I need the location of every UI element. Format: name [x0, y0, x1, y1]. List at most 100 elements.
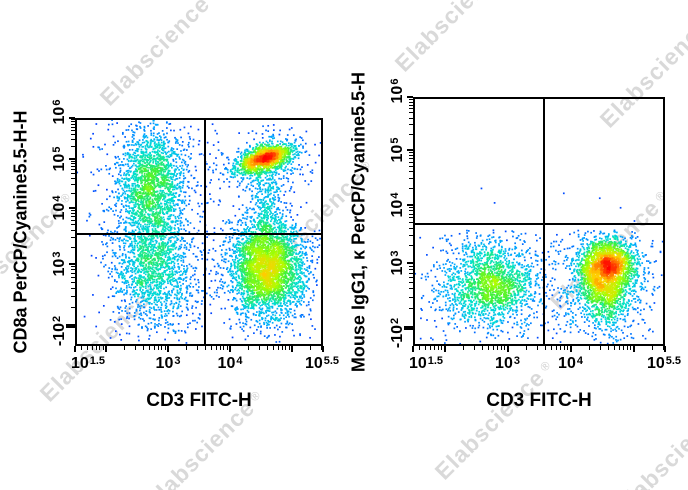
axis-tick [71, 273, 75, 275]
axis-tick [443, 346, 446, 352]
axis-tick [135, 346, 137, 350]
axis-tick [434, 346, 436, 350]
axis-tick [630, 346, 632, 350]
axis-tick [407, 262, 413, 265]
axis-tick [407, 204, 413, 207]
axis-tick [544, 346, 546, 350]
axis-tick [409, 158, 413, 160]
axis-tick [66, 323, 75, 328]
watermark-text: Elabscience® [609, 399, 688, 490]
axis-tick [71, 219, 75, 221]
watermark-text: Elabscience® [94, 0, 219, 111]
y-tick-label: 105 [51, 146, 68, 172]
axis-tick [663, 346, 665, 350]
axis-tick [409, 207, 413, 209]
axis-tick [409, 265, 413, 267]
axis-tick [71, 184, 75, 186]
axis-tick [74, 346, 76, 352]
axis-tick [567, 346, 569, 350]
y-axis-title-left: CD8a PerCP/Cyanine5.5-H-H [10, 110, 31, 354]
axis-tick [409, 227, 413, 229]
axis-tick [409, 154, 413, 156]
axis-tick [409, 282, 413, 284]
axis-tick [409, 178, 413, 180]
quadrant-vertical-line-left [204, 120, 206, 344]
axis-tick [409, 171, 413, 173]
axis-tick [474, 346, 476, 350]
axis-tick [71, 229, 75, 231]
plot-frame-right [413, 97, 665, 346]
axis-tick [409, 210, 413, 212]
axis-tick [69, 158, 75, 161]
density-canvas-right [415, 99, 663, 344]
axis-tick [409, 245, 413, 247]
axis-tick [409, 308, 413, 309]
axis-tick [437, 346, 439, 350]
y-tick-label: -102 [389, 317, 406, 349]
watermark-text: Elabscience® [389, 0, 510, 77]
axis-tick [219, 346, 221, 350]
axis-tick [91, 346, 93, 350]
y-tick-label: -102 [51, 315, 68, 347]
axis-tick [71, 216, 75, 218]
axis-tick [95, 346, 97, 350]
axis-tick [412, 346, 414, 352]
axis-tick [226, 346, 228, 350]
watermark-text: Elabscience® [429, 357, 554, 485]
y-tick-label: 106 [389, 78, 406, 104]
axis-tick [556, 346, 558, 350]
axis-tick [493, 346, 495, 350]
quadrant-vertical-line-right [543, 99, 545, 344]
axis-tick [409, 213, 413, 215]
axis-tick [272, 346, 274, 350]
axis-tick [409, 98, 413, 100]
y-tick-label: 103 [389, 250, 406, 276]
axis-tick [409, 272, 413, 274]
axis-tick [223, 346, 225, 350]
axis-tick [71, 119, 75, 121]
x-tick-label: 105.5 [304, 355, 340, 372]
axis-tick [71, 266, 75, 268]
axis-tick [210, 346, 212, 350]
axis-tick [310, 346, 312, 350]
axis-tick [71, 160, 75, 162]
axis-tick [105, 346, 107, 352]
y-tick-label: 104 [389, 192, 406, 218]
axis-tick [409, 152, 413, 154]
axis-tick [71, 169, 75, 171]
axis-tick [409, 101, 413, 103]
axis-tick [506, 346, 509, 352]
axis-tick [197, 346, 199, 350]
x-tick-label: 105.5 [646, 355, 682, 372]
axis-tick [71, 178, 75, 180]
axis-tick [321, 346, 323, 350]
axis-tick [99, 346, 101, 350]
axis-tick [69, 207, 75, 210]
axis-tick [71, 246, 75, 248]
axis-tick [409, 117, 413, 119]
axis-tick [409, 217, 413, 219]
axis-tick [148, 346, 150, 350]
axis-tick [409, 104, 413, 106]
axis-tick [409, 108, 413, 110]
axis-tick [71, 277, 75, 279]
axis-tick [71, 306, 75, 308]
axis-tick [71, 133, 75, 135]
x-tick-label: 101.5 [408, 355, 444, 372]
axis-tick [504, 346, 506, 350]
axis-tick [409, 222, 413, 224]
axis-tick [430, 346, 432, 350]
axis-tick [551, 346, 553, 350]
axis-tick [281, 346, 283, 350]
axis-tick [167, 346, 169, 352]
axis-tick [291, 346, 293, 352]
quadrant-horizontal-line-left [77, 233, 321, 235]
y-axis-title-right: Mouse IgG1, κ PerCP/Cyanine5.5-H [348, 71, 369, 372]
y-tick-label: 103 [51, 251, 68, 277]
axis-tick [102, 346, 104, 350]
axis-tick [71, 210, 75, 212]
axis-tick [560, 346, 562, 350]
x-axis-title-left: CD3 FITC-H [146, 390, 252, 411]
axis-tick [664, 346, 666, 352]
